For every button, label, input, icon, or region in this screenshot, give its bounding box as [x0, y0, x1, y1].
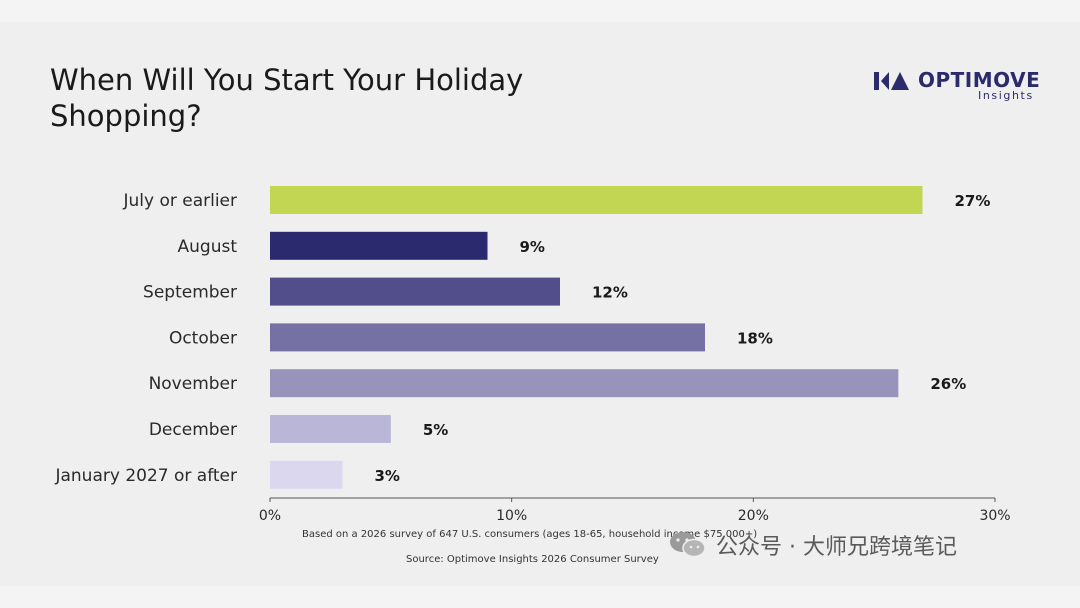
bar [270, 460, 343, 489]
category-label: October [169, 328, 237, 348]
bar-chart: July or earlier 27% August 9% September 12% Oc… [54, 186, 1011, 524]
bar [270, 323, 705, 352]
bar [270, 277, 560, 306]
data-label: 18% [737, 329, 773, 347]
data-label: 9% [520, 238, 545, 256]
wechat-icon [670, 532, 706, 558]
bar [270, 369, 899, 398]
watermark-text: 公众号 · 大师兄跨境笔记 [716, 535, 957, 560]
chart-card: When Will You Start Your Holiday Shoppin… [0, 22, 1080, 586]
category-label: September [143, 283, 237, 303]
bar [270, 186, 923, 214]
data-label: 12% [592, 284, 628, 302]
logo-subtitle: Insights [978, 89, 1034, 102]
watermark: 公众号 · 大师兄跨境笔记 [668, 528, 957, 562]
category-label: July or earlier [122, 191, 237, 211]
chart-title: When Will You Start Your Holiday Shoppin… [50, 63, 524, 133]
data-label: 5% [423, 421, 448, 439]
optimove-logo: OPTIMOVE Insights [874, 68, 1054, 108]
x-tick-label: 20% [738, 508, 769, 524]
data-label: 3% [375, 467, 400, 485]
x-tick-label: 0% [259, 508, 281, 524]
category-label: November [149, 374, 237, 394]
x-tick-label: 10% [496, 508, 527, 524]
x-tick-label: 30% [979, 508, 1010, 524]
category-label: December [149, 420, 237, 440]
logo-name: OPTIMOVE [918, 68, 1041, 92]
source-note: Source: Optimove Insights 2026 Consumer … [406, 554, 659, 565]
bar [270, 231, 488, 260]
data-label: 26% [930, 375, 966, 393]
category-label: January 2027 or after [54, 466, 237, 486]
survey-footnote: Based on a 2026 survey of 647 U.S. consu… [302, 529, 758, 540]
data-label: 27% [955, 192, 991, 210]
bar [270, 415, 391, 443]
category-label: August [178, 237, 238, 257]
optimove-logo-mark-icon [874, 72, 909, 90]
